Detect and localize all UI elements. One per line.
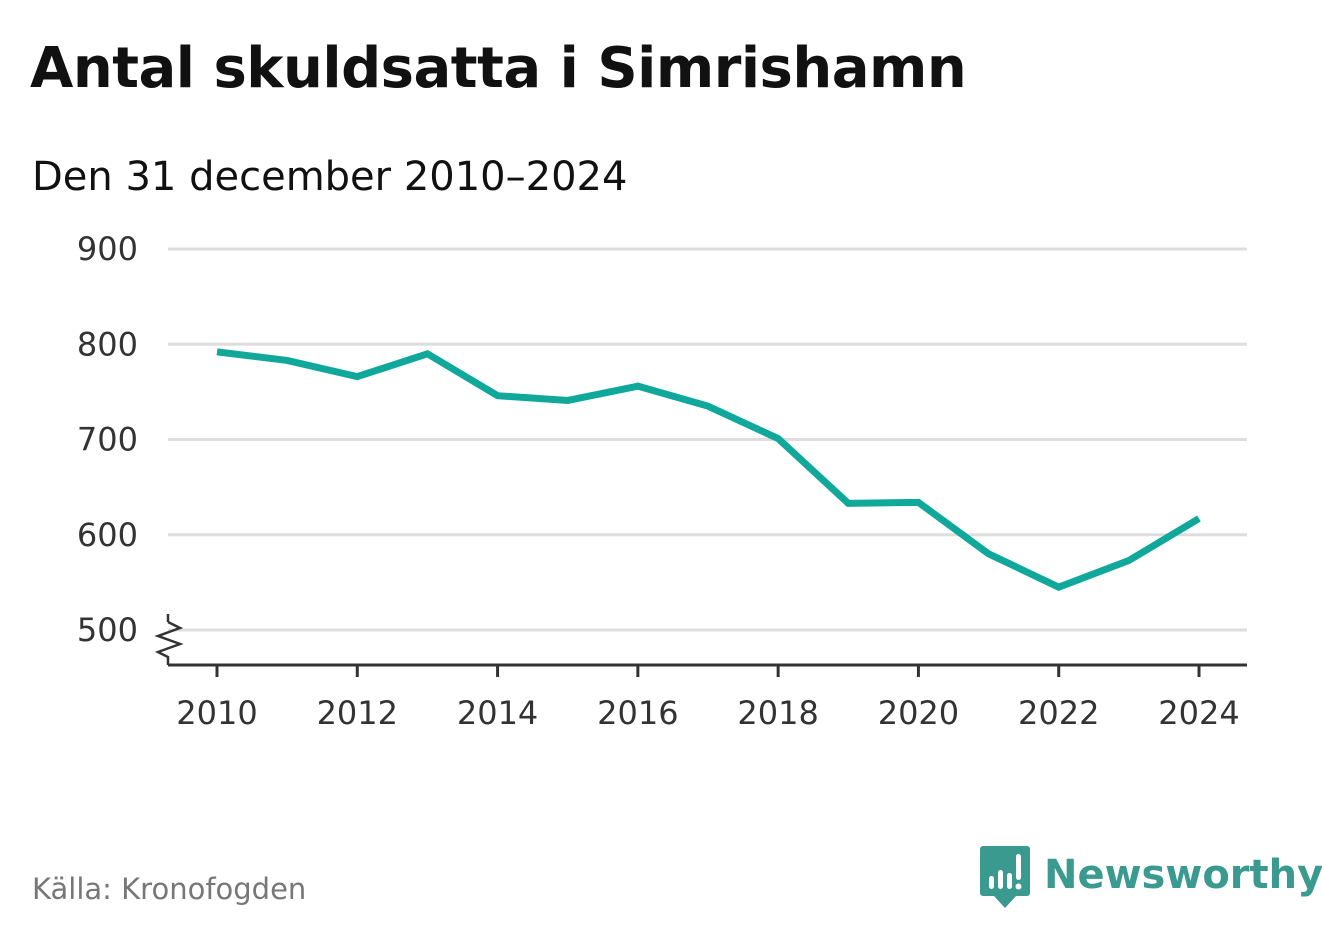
axis-break-zigzag	[154, 620, 184, 665]
y-tick-label-900: 900	[77, 230, 138, 268]
brand: Newsworthy	[980, 846, 1322, 912]
series-lines	[216, 348, 1201, 591]
axis-break-icon	[154, 614, 184, 665]
x-tick-label-2018: 2018	[737, 694, 818, 732]
y-tick-label-600: 600	[77, 516, 138, 554]
x-tick-label-2010: 2010	[176, 694, 257, 732]
brand-name: Newsworthy	[1044, 852, 1322, 898]
y-tick-label-800: 800	[77, 325, 138, 363]
chart-title: Antal skuldsatta i Simrishamn	[30, 36, 967, 101]
gridlines	[168, 247, 1247, 632]
x-tick-label-2024: 2024	[1158, 694, 1239, 732]
source-note: Källa: Kronofogden	[32, 872, 307, 906]
series-line-0	[216, 348, 1201, 591]
chart-speech-bubble-icon	[980, 846, 1030, 908]
y-tick-label-700: 700	[77, 421, 138, 459]
x-tick-label-2016: 2016	[597, 694, 678, 732]
y-axis-labels: 500 600 700 800 900	[77, 230, 138, 649]
x-tick-label-2022: 2022	[1018, 694, 1099, 732]
y-tick-label-500: 500	[77, 611, 138, 649]
x-axis	[168, 663, 1247, 677]
x-tick-label-2012: 2012	[317, 694, 398, 732]
x-axis-labels: 2010 2012 2014 2016 2018 2020 2022 2024	[176, 694, 1239, 732]
x-tick-label-2020: 2020	[878, 694, 959, 732]
chart-subtitle: Den 31 december 2010–2024	[32, 154, 628, 200]
x-tick-label-2014: 2014	[457, 694, 538, 732]
